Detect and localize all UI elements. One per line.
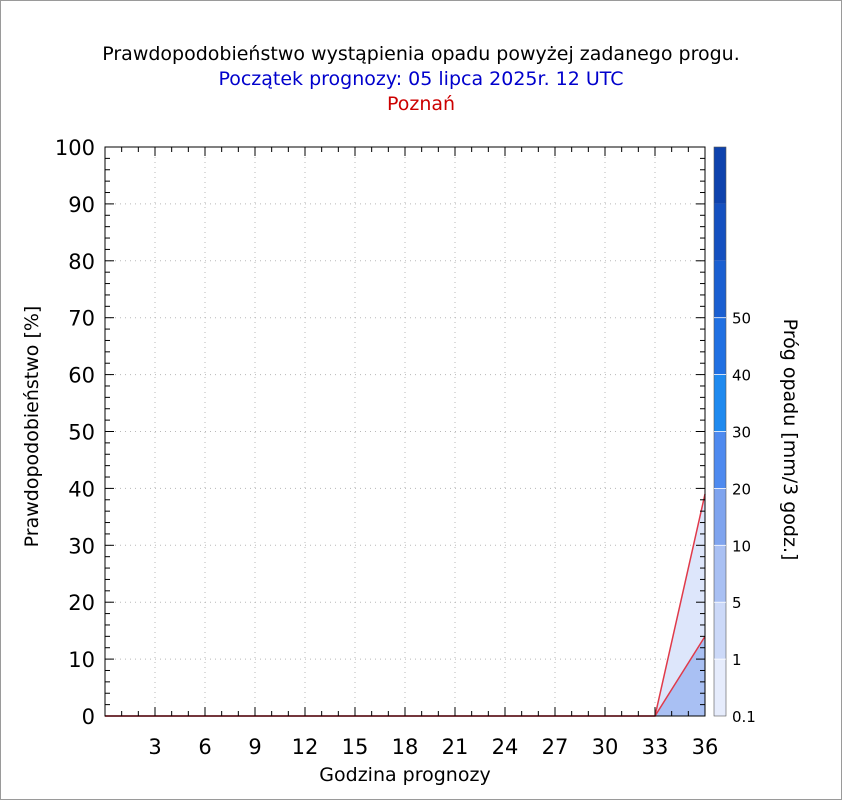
y-tick-label: 40 [68, 477, 95, 501]
x-tick-label: 30 [592, 735, 619, 759]
forecast-start-subtitle: Początek prognozy: 05 lipca 2025r. 12 UT… [218, 68, 624, 90]
y-axis-ticks: 0 10 20 30 40 50 60 70 80 90 100 [55, 136, 705, 729]
y-tick-label: 30 [68, 534, 95, 558]
colorbar-segment [714, 147, 726, 204]
x-axis-label: Godzina prognozy [319, 764, 490, 786]
chart-title: Prawdopodobieństwo wystąpienia opadu pow… [102, 43, 740, 65]
colorbar-segment [714, 545, 726, 603]
y-tick-label: 50 [68, 421, 95, 445]
y-tick-label: 20 [68, 591, 95, 615]
y-tick-label: 60 [68, 364, 95, 388]
colorbar-tick-label: 50 [732, 310, 751, 328]
threshold-colorbar: 0.1 1 5 10 20 30 40 50 [713, 146, 756, 726]
y-tick-label: 10 [68, 648, 95, 672]
colorbar-tick-label: 40 [732, 367, 751, 385]
y-tick-label: 90 [68, 193, 95, 217]
colorbar-segment [714, 374, 726, 432]
x-tick-label: 36 [692, 735, 719, 759]
minor-ticks [105, 147, 705, 716]
colorbar-segment [714, 431, 726, 489]
colorbar-segment [714, 659, 726, 716]
colorbar-tick-label: 0.1 [732, 708, 756, 726]
x-tick-label: 18 [392, 735, 419, 759]
colorbar-segment [714, 602, 726, 660]
y-tick-label: 100 [55, 136, 95, 160]
x-tick-label: 9 [248, 735, 261, 759]
colorbar-segment [714, 488, 726, 546]
colorbar-segment [714, 203, 726, 261]
colorbar-tick-label: 30 [732, 424, 751, 442]
colorbar-tick-label: 20 [732, 480, 751, 498]
colorbar-tick-label: 5 [732, 594, 742, 612]
x-tick-label: 12 [292, 735, 319, 759]
x-tick-label: 6 [198, 735, 211, 759]
grid-lines [105, 147, 705, 716]
y-tick-label: 0 [82, 705, 95, 729]
colorbar-tick-label: 1 [732, 651, 742, 669]
x-tick-label: 33 [642, 735, 669, 759]
x-tick-label: 15 [342, 735, 369, 759]
colorbar-label: Próg opadu [mm/3 godz.] [779, 319, 801, 561]
colorbar-tick-label: 10 [732, 537, 751, 555]
colorbar-segment [714, 260, 726, 318]
colorbar-segment [714, 317, 726, 375]
x-axis-ticks: 3 6 9 12 15 18 21 24 27 30 33 36 [148, 147, 718, 759]
x-tick-label: 3 [148, 735, 161, 759]
area-series-1 [105, 636, 705, 716]
y-tick-label: 80 [68, 250, 95, 274]
x-tick-label: 24 [492, 735, 519, 759]
y-axis-label: Prawdopodobieństwo [%] [21, 306, 43, 548]
location-label: Poznań [386, 93, 456, 115]
series-line-1 [105, 635, 706, 717]
x-tick-label: 27 [542, 735, 569, 759]
x-tick-label: 21 [442, 735, 469, 759]
y-tick-label: 70 [68, 307, 95, 331]
